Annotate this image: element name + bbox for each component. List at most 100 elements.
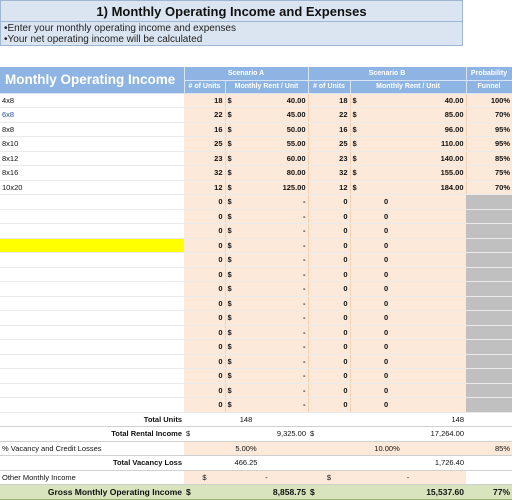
units-b-cell[interactable]: 25 <box>308 136 351 152</box>
rent-a-cell[interactable]: - <box>239 194 309 210</box>
rent-a-cell[interactable]: - <box>239 368 309 384</box>
units-b-cell[interactable]: 0 <box>308 238 351 253</box>
rent-a-cell[interactable]: - <box>239 354 309 369</box>
currency-a[interactable]: $ <box>184 470 225 485</box>
empty-label[interactable] <box>0 252 184 268</box>
rent-b-cell[interactable]: 0 <box>382 209 467 224</box>
probability-cell[interactable] <box>466 281 512 297</box>
rent-b-cell[interactable]: 0 <box>382 397 467 413</box>
empty-label[interactable] <box>0 325 184 340</box>
rent-b-cell[interactable]: 0 <box>382 368 467 384</box>
units-a-cell[interactable]: 16 <box>184 122 226 137</box>
units-b-cell[interactable]: 0 <box>308 267 351 282</box>
units-b-cell[interactable]: 16 <box>308 122 351 137</box>
rent-a-cell[interactable]: 45.00 <box>239 107 309 123</box>
units-a-cell[interactable]: 0 <box>184 267 226 282</box>
units-b-cell[interactable]: 0 <box>308 383 351 398</box>
rent-b-cell[interactable]: 0 <box>382 383 467 398</box>
probability-cell[interactable] <box>466 223 512 239</box>
rent-b-cell[interactable]: 140.00 <box>382 151 467 166</box>
units-b-cell[interactable]: 0 <box>308 209 351 224</box>
units-a-cell[interactable]: 0 <box>184 310 226 326</box>
empty-label[interactable] <box>0 397 184 413</box>
probability-cell[interactable] <box>466 296 512 311</box>
rent-b-cell[interactable]: 0 <box>382 281 467 297</box>
units-b-cell[interactable]: 0 <box>308 397 351 413</box>
rent-b-cell[interactable]: 85.00 <box>382 107 467 123</box>
empty-label[interactable] <box>0 368 184 384</box>
selected-cell[interactable] <box>0 238 184 253</box>
probability-cell[interactable] <box>466 339 512 355</box>
probability-cell[interactable]: 70% <box>466 180 512 195</box>
probability-cell[interactable] <box>466 325 512 340</box>
probability-cell[interactable]: 85% <box>466 151 512 166</box>
rent-a-cell[interactable]: - <box>239 325 309 340</box>
rent-a-cell[interactable]: 40.00 <box>239 93 309 108</box>
units-b-cell[interactable]: 0 <box>308 368 351 384</box>
empty-label[interactable] <box>0 296 184 311</box>
probability-cell[interactable] <box>466 368 512 384</box>
units-a-cell[interactable]: 23 <box>184 151 226 166</box>
rent-b-cell[interactable]: 0 <box>382 296 467 311</box>
units-b-cell[interactable]: 32 <box>308 165 351 181</box>
probability-cell[interactable]: 95% <box>466 136 512 152</box>
units-a-cell[interactable]: 0 <box>184 325 226 340</box>
rent-a-cell[interactable]: - <box>239 223 309 239</box>
rent-b-cell[interactable]: 155.00 <box>382 165 467 181</box>
probability-cell[interactable] <box>466 267 512 282</box>
probability-cell[interactable]: 100% <box>466 93 512 108</box>
rent-a-cell[interactable]: - <box>239 238 309 253</box>
rent-b-cell[interactable]: 0 <box>382 194 467 210</box>
rent-a-cell[interactable]: 55.00 <box>239 136 309 152</box>
units-b-cell[interactable]: 18 <box>308 93 351 108</box>
rent-a-cell[interactable]: 80.00 <box>239 165 309 181</box>
rent-a-cell[interactable]: 125.00 <box>239 180 309 195</box>
rent-b-cell[interactable]: 0 <box>382 252 467 268</box>
currency-b[interactable]: $ <box>308 470 351 485</box>
probability-cell[interactable]: 70% <box>466 107 512 123</box>
units-b-cell[interactable]: 0 <box>308 339 351 355</box>
rent-a-cell[interactable]: - <box>239 310 309 326</box>
probability-cell[interactable] <box>466 383 512 398</box>
rent-a-cell[interactable]: - <box>239 296 309 311</box>
rent-a-cell[interactable]: - <box>239 397 309 413</box>
units-a-cell[interactable]: 22 <box>184 107 226 123</box>
rent-b-cell[interactable]: 0 <box>382 238 467 253</box>
empty-label[interactable] <box>0 223 184 239</box>
units-a-cell[interactable]: 0 <box>184 354 226 369</box>
rent-a-cell[interactable]: 60.00 <box>239 151 309 166</box>
rent-a-cell[interactable]: - <box>239 252 309 268</box>
probability-cell[interactable] <box>466 209 512 224</box>
probability-cell[interactable] <box>466 354 512 369</box>
empty-label[interactable] <box>0 383 184 398</box>
units-a-cell[interactable]: 0 <box>184 397 226 413</box>
units-b-cell[interactable]: 0 <box>308 281 351 297</box>
rent-b-cell[interactable]: 0 <box>382 339 467 355</box>
rent-a-cell[interactable]: - <box>239 209 309 224</box>
rent-b-cell[interactable]: 110.00 <box>382 136 467 152</box>
units-b-cell[interactable]: 0 <box>308 310 351 326</box>
units-a-cell[interactable]: 0 <box>184 383 226 398</box>
units-b-cell[interactable]: 0 <box>308 223 351 239</box>
vacancy-a-input[interactable]: 5.00% <box>184 441 309 456</box>
units-a-cell[interactable]: 0 <box>184 368 226 384</box>
empty-label[interactable] <box>0 267 184 282</box>
probability-cell[interactable]: 95% <box>466 122 512 137</box>
probability-cell[interactable]: 75% <box>466 165 512 181</box>
vacancy-b-input[interactable]: 10.00% <box>308 441 467 456</box>
units-a-cell[interactable]: 0 <box>184 296 226 311</box>
rent-a-cell[interactable]: - <box>239 339 309 355</box>
rent-b-cell[interactable]: 184.00 <box>382 180 467 195</box>
units-a-cell[interactable]: 0 <box>184 209 226 224</box>
rent-a-cell[interactable]: 50.00 <box>239 122 309 137</box>
empty-label[interactable] <box>0 194 184 210</box>
units-a-cell[interactable]: 25 <box>184 136 226 152</box>
units-a-cell[interactable]: 0 <box>184 223 226 239</box>
probability-cell[interactable] <box>466 238 512 253</box>
units-a-cell[interactable]: 0 <box>184 238 226 253</box>
rent-b-cell[interactable]: 40.00 <box>382 93 467 108</box>
units-a-cell[interactable]: 18 <box>184 93 226 108</box>
units-b-cell[interactable]: 22 <box>308 107 351 123</box>
units-b-cell[interactable]: 0 <box>308 325 351 340</box>
units-a-cell[interactable]: 32 <box>184 165 226 181</box>
